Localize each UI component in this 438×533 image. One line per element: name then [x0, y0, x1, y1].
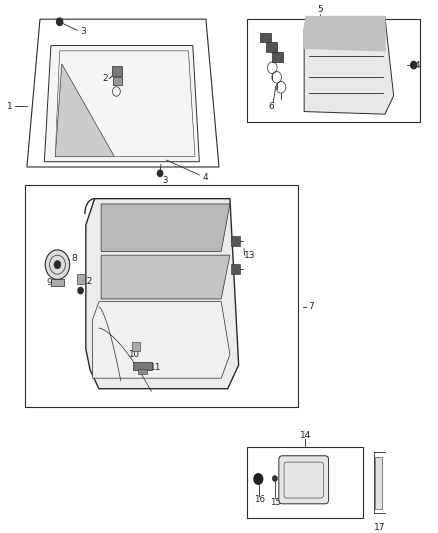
- Bar: [77, 274, 85, 284]
- Circle shape: [54, 261, 61, 269]
- Text: 4: 4: [414, 61, 420, 70]
- Text: 7: 7: [308, 302, 314, 311]
- Bar: [51, 279, 64, 286]
- Polygon shape: [101, 255, 230, 299]
- Bar: [247, 447, 363, 518]
- Bar: [266, 43, 277, 52]
- Text: 8: 8: [71, 254, 77, 263]
- Polygon shape: [44, 45, 199, 161]
- Bar: [231, 264, 240, 274]
- Bar: [132, 342, 140, 351]
- Text: 13: 13: [244, 251, 255, 260]
- Text: 10: 10: [128, 350, 139, 359]
- Bar: [247, 19, 420, 122]
- Polygon shape: [86, 199, 239, 389]
- Bar: [272, 52, 283, 62]
- Bar: [231, 236, 240, 246]
- Bar: [133, 362, 152, 370]
- Bar: [375, 457, 382, 508]
- Bar: [112, 66, 122, 76]
- Polygon shape: [304, 17, 394, 114]
- Text: 6: 6: [268, 102, 274, 111]
- Circle shape: [57, 18, 63, 26]
- Text: 16: 16: [254, 495, 265, 504]
- Circle shape: [45, 250, 70, 279]
- Polygon shape: [101, 204, 230, 252]
- Polygon shape: [55, 64, 114, 156]
- FancyBboxPatch shape: [279, 456, 328, 504]
- Text: 3: 3: [162, 176, 168, 185]
- Text: 2: 2: [102, 74, 108, 83]
- Polygon shape: [92, 302, 230, 378]
- Text: 12: 12: [82, 277, 94, 286]
- Text: 5: 5: [317, 5, 323, 14]
- Bar: [261, 33, 272, 43]
- Text: 15: 15: [270, 498, 281, 507]
- Circle shape: [254, 474, 263, 484]
- Bar: [25, 185, 297, 407]
- Text: 1: 1: [7, 102, 13, 111]
- Circle shape: [78, 287, 83, 294]
- Text: 17: 17: [374, 523, 385, 532]
- Text: 11: 11: [150, 362, 162, 372]
- Circle shape: [411, 61, 417, 69]
- Circle shape: [273, 476, 277, 481]
- Bar: [138, 369, 147, 375]
- Polygon shape: [304, 17, 385, 51]
- Circle shape: [157, 170, 162, 176]
- Text: 9: 9: [47, 278, 53, 287]
- Bar: [113, 77, 122, 85]
- Text: 14: 14: [300, 431, 311, 440]
- Text: 4: 4: [202, 173, 208, 182]
- Text: 3: 3: [80, 27, 86, 36]
